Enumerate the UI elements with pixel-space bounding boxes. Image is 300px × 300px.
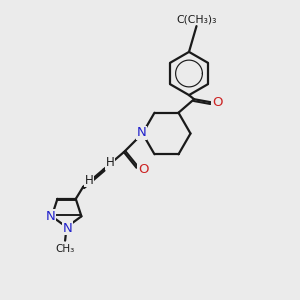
Text: C(CH₃)₃: C(CH₃)₃ — [176, 14, 217, 25]
Text: N: N — [137, 126, 147, 140]
Text: O: O — [138, 163, 148, 176]
Text: N: N — [63, 222, 72, 235]
Text: N: N — [46, 210, 56, 223]
Text: O: O — [212, 96, 223, 109]
Text: H: H — [85, 174, 94, 187]
Text: H: H — [106, 156, 115, 170]
Text: CH₃: CH₃ — [56, 244, 75, 254]
